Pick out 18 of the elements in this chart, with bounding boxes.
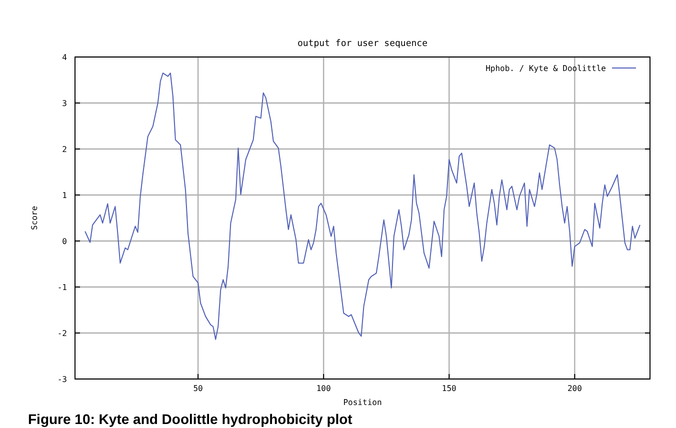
y-tick-label: 1 [62, 191, 68, 200]
y-tick-label: 4 [62, 53, 68, 62]
y-tick-label: 0 [62, 237, 68, 246]
y-tick-label: -1 [57, 283, 68, 292]
legend-label: Hphob. / Kyte & Doolittle [486, 64, 606, 73]
x-axis-title: Position [343, 398, 382, 407]
y-tick-label: -3 [57, 375, 68, 384]
y-axis-title: Score [30, 206, 39, 230]
y-tick-label: 3 [62, 99, 68, 108]
line-series [84, 72, 640, 340]
x-tick-label: 150 [442, 384, 457, 393]
caption: Figure 10: Kyte and Doolittle hydrophobicity plot [28, 411, 353, 427]
x-tick-label: 50 [193, 384, 204, 393]
y-tick-label: 2 [62, 145, 68, 154]
y-tick-label: -2 [57, 329, 68, 338]
chart-title: output for user sequence [297, 39, 428, 49]
x-tick-label: 200 [567, 384, 582, 393]
x-tick-label: 100 [316, 384, 331, 393]
